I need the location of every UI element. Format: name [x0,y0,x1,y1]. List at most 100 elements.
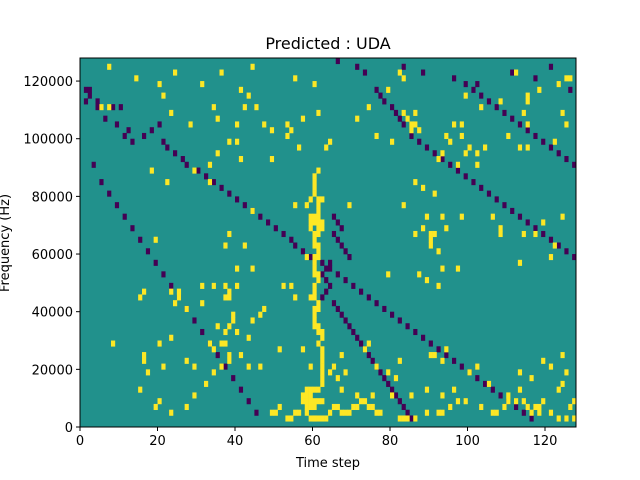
heatmap-cell-high [184,305,189,312]
heatmap-cell-high [250,265,255,272]
heatmap-cell-high [184,403,189,411]
heatmap-cell-low [533,225,538,232]
heatmap-cell-high [293,409,298,416]
heatmap-cell-low [390,104,395,111]
heatmap-cell-high [459,213,464,220]
heatmap-cell-low [122,213,127,220]
heatmap-cell-low [91,161,96,168]
heatmap-cell-high [312,259,317,266]
heatmap-cell-high [316,305,321,312]
heatmap-cell-high [564,75,569,82]
heatmap-cell-high [564,121,569,128]
heatmap-cell-low [498,392,503,399]
heatmap-cell-high [560,109,565,116]
heatmap-cell-high [219,363,224,370]
heatmap-cell-high [138,294,143,301]
heatmap-cell-low [324,288,329,295]
heatmap-cell-high [238,86,244,93]
heatmap-cell-high [362,346,368,353]
heatmap-cell-low [440,156,445,163]
heatmap-cell-low [525,127,530,134]
heatmap-cell-high [289,415,294,422]
heatmap-cell-high [223,328,228,336]
heatmap-cell-high [448,403,453,411]
heatmap-cell-high [169,334,174,341]
heatmap-cell-high [142,288,147,295]
heatmap-cell-low [103,115,108,122]
heatmap-cell-high [304,409,309,416]
heatmap-cell-high [556,415,561,422]
heatmap-cell-low [331,230,337,238]
heatmap-cell-high [304,403,309,411]
heatmap-cell-low [138,236,143,243]
heatmap-cell-high [316,230,321,238]
heatmap-cell-high [316,386,321,393]
heatmap-cell-low [328,265,333,272]
heatmap-cell-high [207,161,213,168]
heatmap-cell-low [184,161,189,168]
heatmap-cell-high [320,398,325,405]
heatmap-cell-low [366,352,371,359]
heatmap-cell-high [207,340,213,347]
heatmap-cell-high [312,415,317,422]
heatmap-cell-high [397,357,402,364]
heatmap-cell-high [339,352,344,359]
heatmap-cell-high [393,375,399,382]
heatmap-cell-low [393,109,399,116]
heatmap-cell-high [440,213,445,220]
heatmap-cell-low [289,236,294,243]
heatmap-cell-high [304,392,309,399]
heatmap-cell-high [320,328,325,336]
heatmap-cell-low [471,86,476,93]
heatmap-cell-high [153,403,158,411]
heatmap-cell-high [498,98,503,105]
heatmap-cell-high [316,219,321,226]
heatmap-cell-high [452,386,457,393]
heatmap-cell-low [459,363,464,370]
heatmap-cell-high [107,104,112,111]
heatmap-cell-high [463,92,468,99]
y-tick-label: 80000 [32,190,73,205]
heatmap-cell-low [490,386,495,393]
heatmap-cell-high [145,369,151,376]
heatmap-cell-low [324,277,329,284]
heatmap-cell-high [235,265,240,272]
heatmap-cell-high [223,340,228,347]
heatmap-cell-high [316,196,321,203]
heatmap-cell-high [200,81,205,88]
y-tick-label: 120000 [23,75,73,90]
heatmap-cell-low [382,305,387,312]
heatmap-cell-low [320,259,325,266]
heatmap-cell-high [424,213,430,220]
x-axis-label: Time step [295,456,360,471]
heatmap-cell-low [548,236,554,243]
heatmap-cell-low [479,92,484,99]
heatmap-cell-high [320,363,325,370]
heatmap-cell-low [378,92,383,99]
heatmap-cell-low [142,132,147,140]
heatmap-cell-high [355,115,360,122]
heatmap-cell-low [331,300,337,307]
heatmap-cell-high [207,179,213,186]
heatmap-cell-high [459,132,464,140]
heatmap-cell-high [312,81,317,88]
heatmap-cell-high [467,369,472,376]
heatmap-cell-low [114,202,120,209]
heatmap-cell-high [289,282,294,289]
heatmap-cell-high [277,403,282,411]
heatmap-cell-high [335,375,340,382]
heatmap-cell-high [537,86,542,93]
heatmap-cell-high [405,415,410,422]
heatmap-cell-high [560,213,565,220]
heatmap-cell-high [405,115,410,122]
heatmap-cell-high [192,363,197,370]
heatmap-cell-low [428,340,433,347]
x-tick-label: 20 [149,434,166,449]
heatmap-cell-high [242,104,247,111]
heatmap-cell-high [312,403,317,411]
heatmap-cell-high [521,230,526,238]
heatmap-cell-high [312,398,317,405]
heatmap-cell-high [258,363,263,370]
heatmap-cell-high [440,357,445,364]
heatmap-cell-high [293,294,298,301]
